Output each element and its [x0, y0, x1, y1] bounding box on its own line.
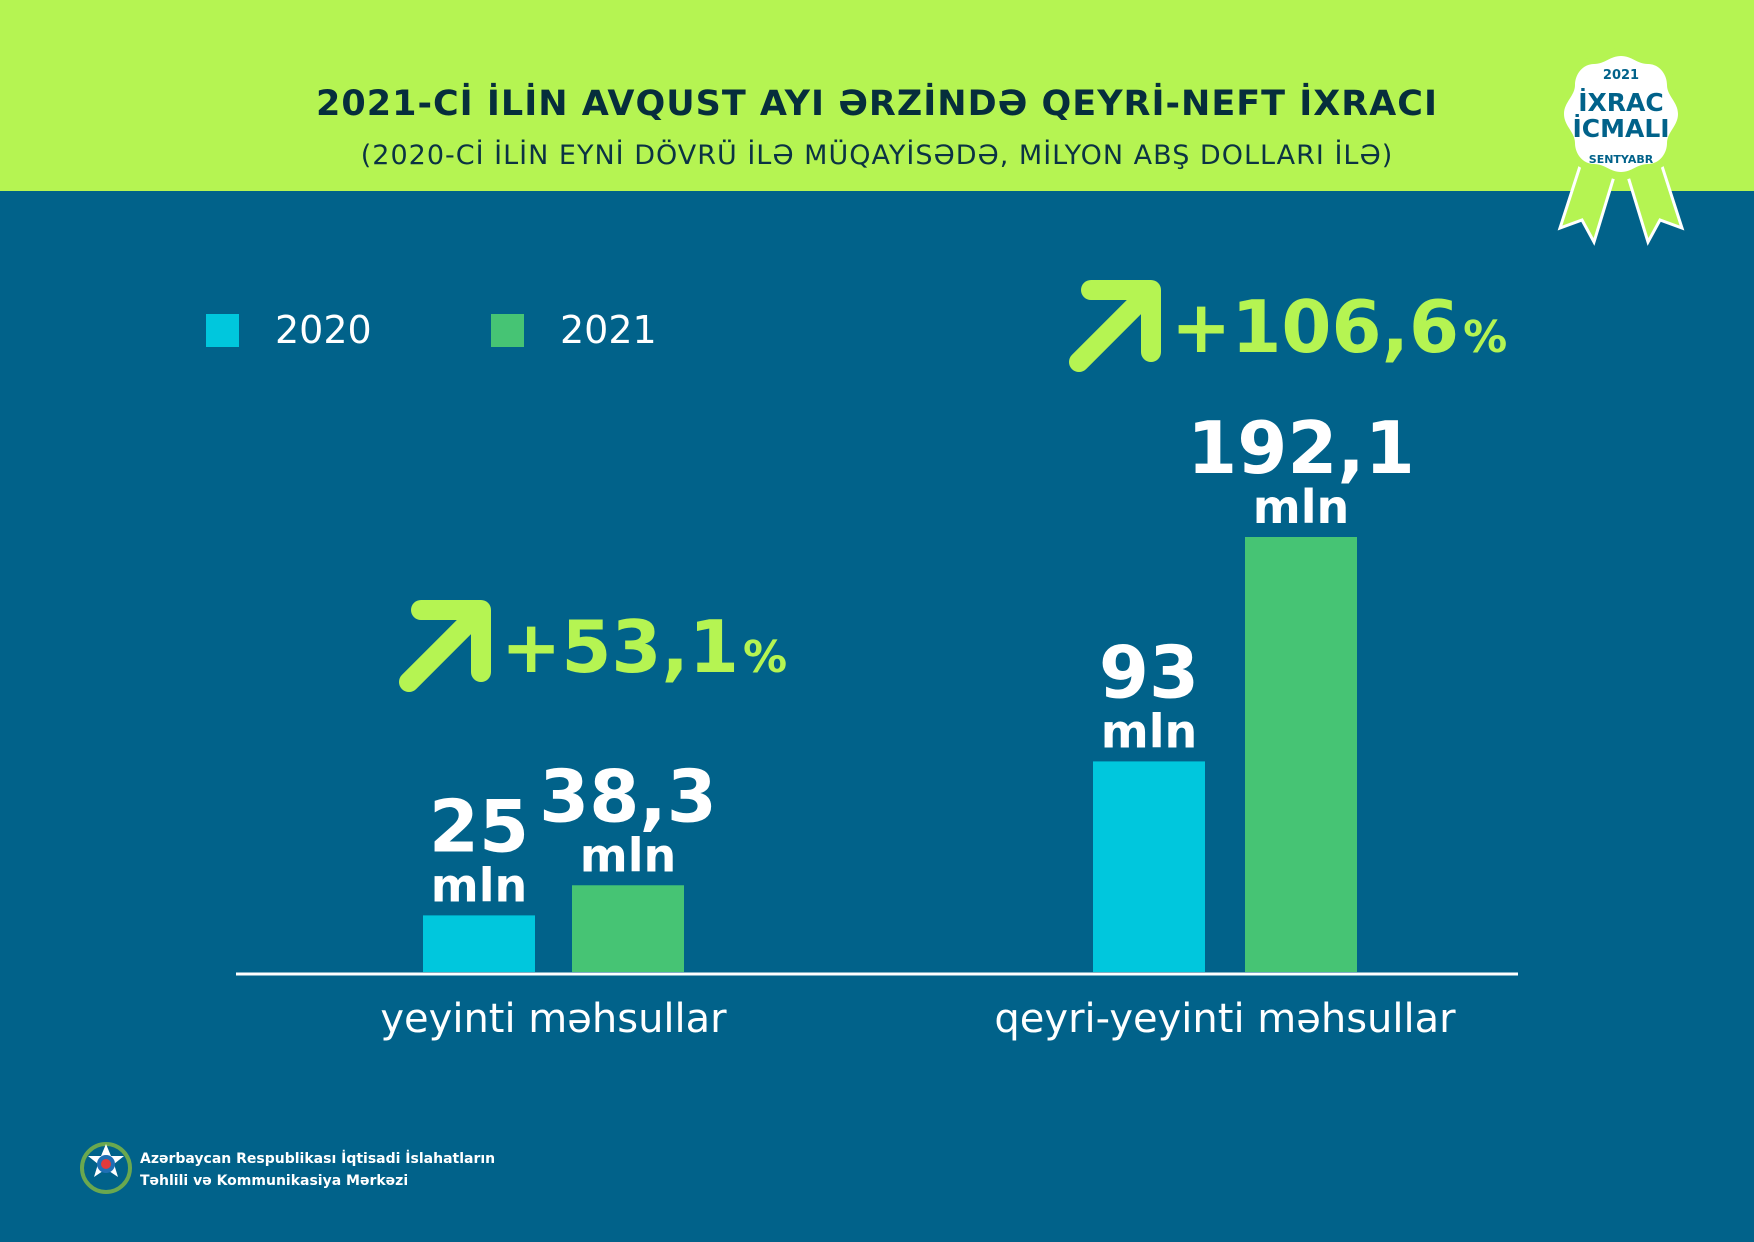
- badge-rosette: 2021 İXRAC İCMALI SENTYABR: [1542, 42, 1700, 247]
- bar-2021-0: [572, 885, 684, 972]
- change-unit-1: %: [1463, 312, 1507, 363]
- category-label-1: qeyri-yeyinti məhsullar: [994, 996, 1456, 1042]
- badge-month: SENTYABR: [1588, 153, 1654, 166]
- legend-label-2020: 2020: [275, 308, 372, 352]
- badge-line2: İCMALI: [1572, 114, 1670, 143]
- change-value-1: +106,6: [1171, 285, 1459, 369]
- footer-organization: Azərbaycan Respublikası İqtisadi İslahat…: [140, 1148, 495, 1192]
- category-label-0: yeyinti məhsullar: [380, 996, 727, 1042]
- data-unit-2021-1: mln: [1253, 480, 1349, 534]
- footer-org-line1: Azərbaycan Respublikası İqtisadi İslahat…: [140, 1151, 496, 1167]
- bar-2020-1: [1093, 761, 1205, 972]
- emblem-logo: [80, 1138, 132, 1194]
- change-arrow-icon-0: [399, 600, 491, 692]
- emblem-icon: [80, 1142, 132, 1194]
- header-bar: [0, 0, 1754, 191]
- data-unit-2021-0: mln: [580, 828, 676, 882]
- data-unit-2020-0: mln: [431, 858, 527, 912]
- legend-swatch-2020: [206, 313, 239, 347]
- rosette-icon: [1556, 48, 1686, 246]
- change-value-0: +53,1: [501, 605, 739, 689]
- data-label-2021-1: 192,1: [1187, 406, 1415, 490]
- footer-org-line2: Təhlili və Kommunikasiya Mərkəzi: [140, 1173, 409, 1189]
- bar-2020-0: [423, 915, 535, 972]
- legend-swatch-2021: [491, 313, 524, 347]
- badge-year: 2021: [1602, 68, 1640, 83]
- badge-line1: İXRAC: [1578, 88, 1664, 117]
- page-title: 2021-Cİ İLİN AVQUST AYI ƏRZİNDƏ QEYRİ-NE…: [316, 84, 1438, 124]
- legend-item-2021: 2021: [491, 308, 657, 352]
- change-unit-0: %: [743, 632, 787, 683]
- change-arrow-icon-1: [1069, 280, 1161, 372]
- data-label-2021-0: 38,3: [539, 754, 717, 838]
- legend-item-2020: 2020: [206, 308, 372, 352]
- data-label-2020-0: 25: [429, 784, 529, 868]
- page-subtitle: (2020-Cİ İLİN EYNİ DÖVRÜ İLƏ MÜQAYİSƏDƏ,…: [360, 140, 1394, 171]
- bar-2021-1: [1245, 537, 1357, 972]
- legend-label-2021: 2021: [560, 308, 657, 352]
- data-unit-2020-1: mln: [1101, 704, 1197, 758]
- data-label-2020-1: 93: [1099, 630, 1199, 714]
